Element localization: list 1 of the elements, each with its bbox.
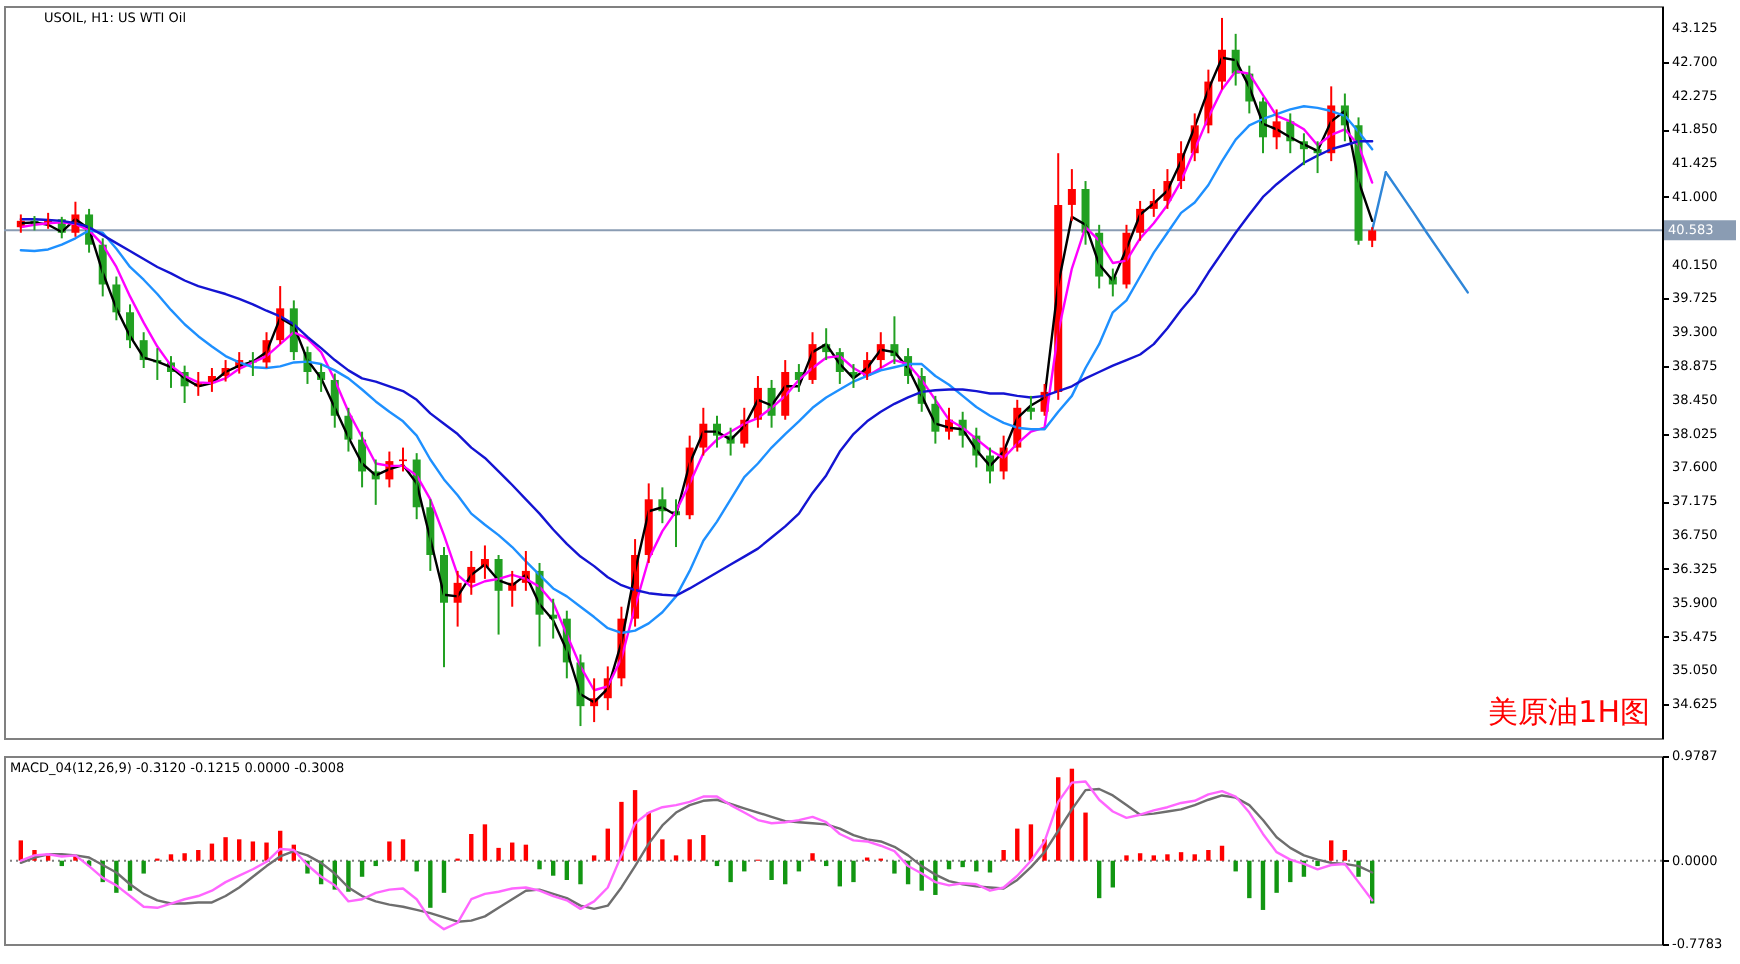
- annotation: 美原油1H图: [1488, 694, 1650, 730]
